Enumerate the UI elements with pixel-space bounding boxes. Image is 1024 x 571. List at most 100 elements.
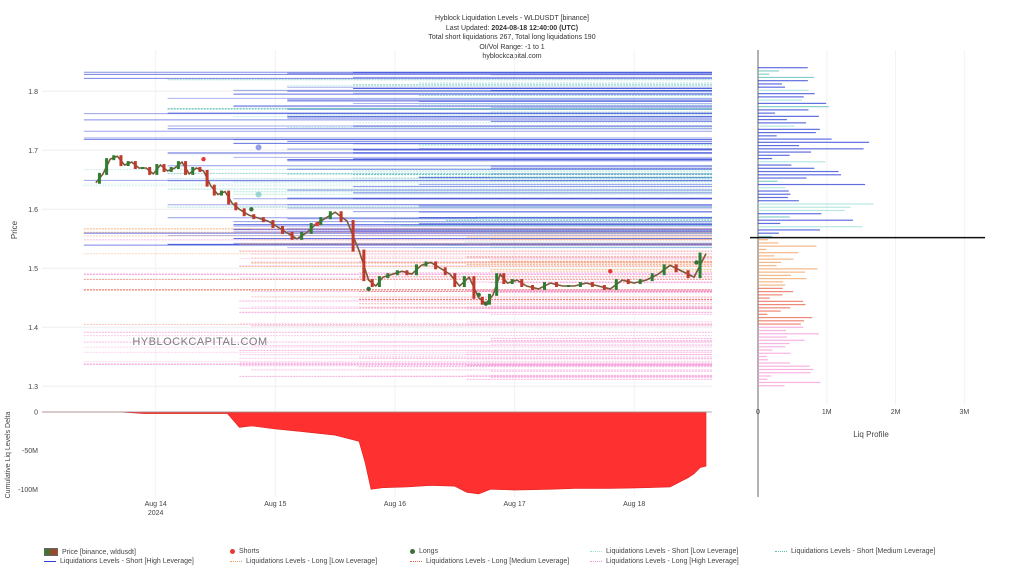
- price-candle: [590, 282, 594, 287]
- price-candle: [242, 208, 246, 217]
- legend-swatch: [230, 560, 242, 562]
- price-candle: [191, 167, 195, 175]
- profile-bar: [758, 235, 773, 238]
- profile-bar: [758, 196, 788, 199]
- legend-label: Liquidations Levels - Long [Medium Lever…: [426, 558, 570, 565]
- profile-bar: [758, 115, 819, 117]
- profile-bar: [758, 216, 790, 218]
- price-candle: [227, 190, 231, 205]
- profile-bar: [758, 355, 768, 358]
- profile-bar: [758, 281, 784, 283]
- liquidation-levels: [83, 71, 712, 380]
- price-candle: [148, 167, 152, 175]
- price-line: [95, 155, 707, 305]
- legend-item[interactable]: Liquidations Levels - Short [Medium Leve…: [775, 548, 935, 555]
- legend-item[interactable]: Liquidations Levels - Short [Low Leverag…: [590, 548, 738, 555]
- y-tick-label: 1.6: [28, 207, 38, 214]
- legend-swatch: [590, 560, 602, 562]
- price-candle: [531, 285, 535, 290]
- legend-label: Liquidations Levels - Short [Low Leverag…: [606, 548, 739, 555]
- profile-bar: [758, 242, 779, 244]
- legend-swatch: [230, 548, 235, 554]
- profile-bar: [758, 109, 809, 111]
- legend-item[interactable]: Longs: [410, 548, 438, 555]
- legend-item[interactable]: Liquidations Levels - Short [High Levera…: [44, 558, 194, 565]
- profile-bar: [758, 106, 829, 108]
- x-tick-year: 2024: [148, 510, 164, 517]
- profile-bar: [758, 154, 790, 156]
- profile-bar: [758, 67, 808, 69]
- legend-label: Price [binance, wldusdt]: [62, 548, 136, 556]
- profile-bar: [758, 157, 773, 160]
- y-tick-label: 1.4: [28, 325, 38, 332]
- profile-bar: [758, 219, 853, 221]
- x-tick-label: Aug 16: [384, 501, 406, 508]
- site-text: hyblockcapital.com: [482, 53, 542, 60]
- price-candle: [543, 282, 546, 290]
- last-updated: Last Updated: 2024-08-18 12:40:00 (UTC): [0, 24, 1024, 34]
- legend-item[interactable]: Price [binance, wldusdt]: [44, 548, 136, 556]
- profile-bar: [758, 300, 804, 302]
- price-candle: [554, 282, 558, 287]
- price-candle: [472, 276, 476, 299]
- profile-bar: [758, 342, 790, 345]
- legend: Price [binance, wldusdt] Shorts Longs Liqui…: [0, 545, 1024, 571]
- profile-bar: [758, 297, 770, 299]
- profile-bar: [758, 190, 789, 192]
- profile-bar: [758, 76, 814, 79]
- price-candle: [133, 161, 137, 169]
- profile-x-tick-label: 2M: [891, 409, 901, 416]
- price-candle: [453, 273, 457, 287]
- legend-swatch: [44, 548, 58, 556]
- shorts-marker: [314, 221, 320, 227]
- price-candle: [638, 279, 642, 285]
- price-candle: [626, 279, 630, 285]
- legend-item[interactable]: Liquidations Levels - Long [High Leverag…: [590, 558, 739, 565]
- legend-item[interactable]: Liquidations Levels - Long [Low Leverage…: [230, 558, 377, 565]
- price-candle: [395, 270, 399, 276]
- profile-bar: [758, 213, 822, 215]
- legend-item[interactable]: Liquidations Levels - Long [Medium Lever…: [410, 558, 569, 565]
- price-candle: [119, 155, 123, 167]
- profile-bar: [758, 148, 864, 150]
- profile-bar: [758, 80, 808, 82]
- price-candle: [502, 273, 506, 285]
- legend-swatch: [410, 548, 415, 554]
- profile-bar: [758, 141, 870, 143]
- profile-bar: [758, 287, 783, 289]
- price-candle: [614, 279, 618, 290]
- legend-swatch: [590, 550, 602, 552]
- price-candle: [212, 184, 216, 196]
- profile-bar: [758, 229, 820, 231]
- profile-bar: [758, 294, 783, 296]
- legend-swatch: [44, 560, 56, 562]
- y-tick-label: 1.3: [28, 384, 38, 391]
- liq-cluster-marker: [255, 191, 262, 198]
- price-candle: [370, 279, 374, 287]
- profile-bar: [758, 203, 874, 205]
- profile-bar: [758, 248, 767, 251]
- profile-bar: [758, 261, 782, 263]
- price-candle: [520, 279, 524, 287]
- liquidation-chart: 1.8 1.7 1.6 1.5 1.4 1.3 HYBLOCKCAPITAL.COM Pric…: [5, 50, 985, 517]
- price-candle: [351, 220, 355, 252]
- profile-bar: [758, 183, 866, 186]
- price-candle: [339, 211, 343, 223]
- price-candle: [566, 285, 570, 287]
- profile-bar: [758, 274, 791, 276]
- profile-bar: [758, 144, 800, 147]
- legend-item[interactable]: Shorts: [230, 548, 259, 555]
- profile-bar: [758, 271, 806, 273]
- delta-area: [42, 411, 707, 495]
- profile-bar: [758, 132, 816, 134]
- profile-bar: [758, 125, 795, 127]
- profile-bar: [758, 278, 807, 280]
- shorts-marker: [201, 156, 206, 162]
- x-tick-label: Aug 17: [503, 501, 525, 508]
- profile-bar: [758, 119, 787, 121]
- legend-swatch: [775, 550, 787, 552]
- longs-marker: [476, 292, 481, 298]
- profile-x-tick-label: 1M: [822, 409, 832, 416]
- legend-label: Liquidations Levels - Long [High Leverag…: [606, 558, 739, 565]
- price-candle: [510, 279, 514, 285]
